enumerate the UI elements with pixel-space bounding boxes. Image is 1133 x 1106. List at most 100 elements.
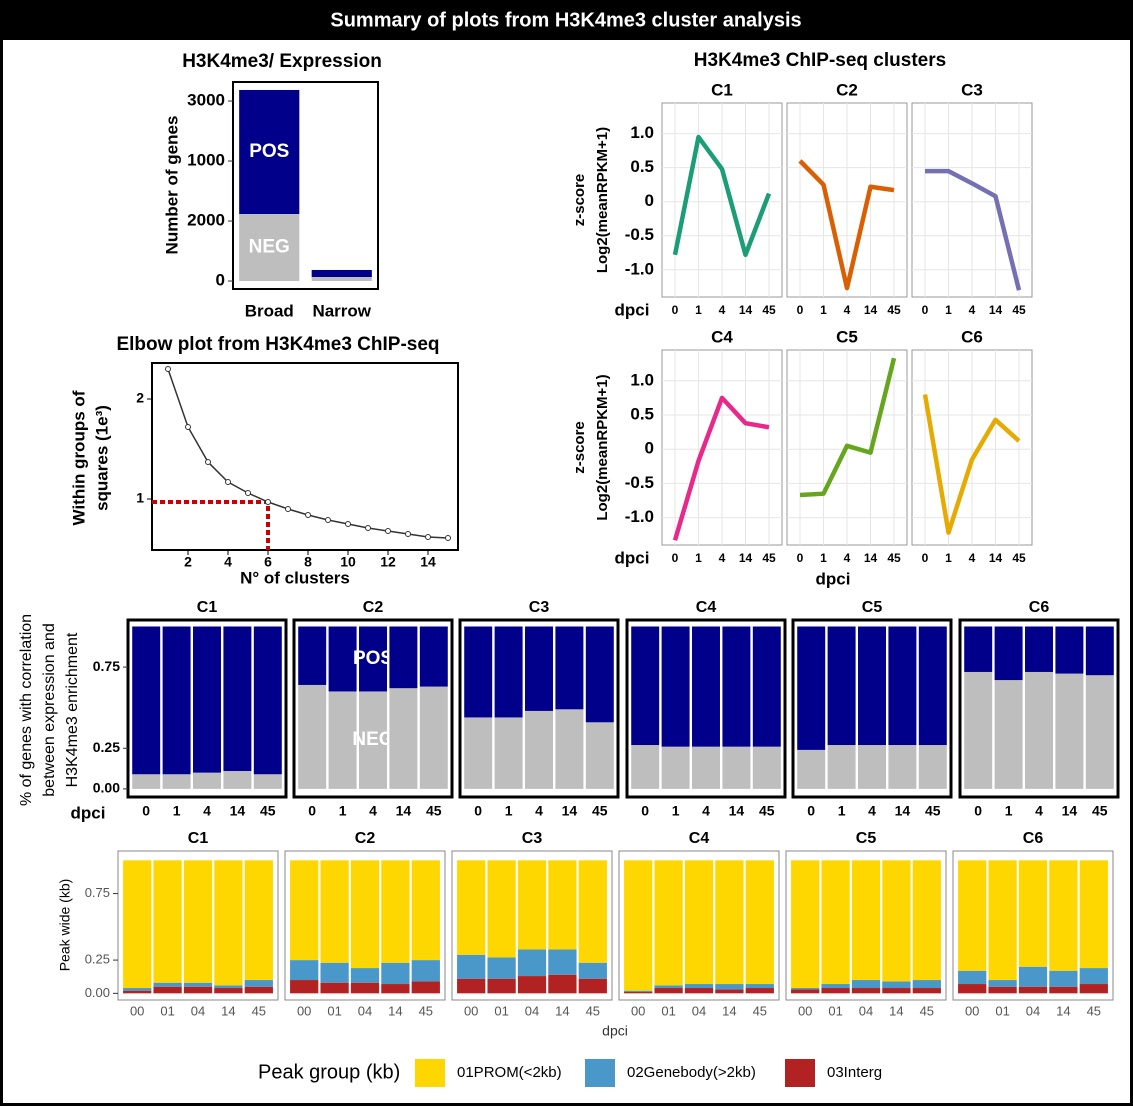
bar-segment: [1079, 968, 1108, 985]
facet-title: C2: [355, 830, 376, 847]
x-tick-label: 14: [396, 803, 412, 819]
x-tick-label: 14: [230, 803, 246, 819]
legend-key: [585, 1059, 615, 1087]
x-tick-label: 0: [797, 303, 804, 317]
bar-segment: [745, 860, 774, 985]
y-tick-label: 2: [136, 390, 144, 406]
bar-segment: [821, 988, 850, 994]
bar-segment: [858, 745, 886, 789]
bar-segment: [350, 860, 380, 969]
panel-border: [292, 618, 454, 799]
x-tick-label: 12: [380, 554, 396, 570]
bar-segment: [193, 626, 221, 773]
bar-segment: [912, 988, 941, 994]
bar-segment: [791, 988, 820, 990]
x-tick-label: 4: [203, 803, 211, 819]
legend-key: [785, 1059, 815, 1087]
x-tick-label: 04: [692, 1003, 706, 1018]
y-tick-label: 0.00: [85, 985, 110, 1000]
x-tick-label: 14: [989, 303, 1003, 317]
bar-segment: [555, 709, 584, 789]
x-axis-label: dpci: [602, 1023, 628, 1039]
bar-segment: [359, 626, 387, 692]
y-tick-label: 1.0: [630, 123, 654, 142]
bar-segment: [320, 860, 349, 963]
x-tick-label: 4: [844, 551, 851, 565]
x-tick-label: 00: [297, 1003, 311, 1018]
facet-title: C5: [836, 327, 858, 346]
bar-segment: [585, 626, 614, 723]
x-tick-label: 14: [420, 554, 436, 570]
bar-segment: [692, 626, 720, 747]
point: [225, 479, 231, 485]
bar-segment: [183, 860, 213, 983]
x-tick-label: 14: [729, 803, 745, 819]
bar-segment: [123, 990, 152, 994]
chart-title: Elbow plot from H3K4me3 ChIP-seq: [116, 334, 439, 355]
facet-title: C5: [862, 599, 883, 616]
bar-segment: [797, 749, 826, 789]
y-tick-label: 0: [216, 271, 225, 290]
x-tick-label: 1: [945, 551, 952, 565]
bar-segment: [381, 860, 410, 963]
y-axis-label: z-score: [571, 421, 588, 474]
x-tick-label: 01: [828, 1003, 842, 1018]
line: [672, 134, 772, 258]
bar-segment: [419, 686, 448, 789]
chart-title: H3K4me3 ChIP-seq clusters: [694, 50, 946, 71]
point: [365, 525, 371, 531]
x-tick-label: 4: [719, 551, 726, 565]
bar-segment: [661, 626, 690, 747]
panel-border: [618, 850, 780, 1001]
bar-segment: [244, 980, 273, 987]
bar-segment: [381, 984, 410, 994]
x-tick-label: 4: [535, 803, 543, 819]
x-tick-label: 45: [762, 551, 776, 565]
x-tick-label: Broad: [245, 301, 294, 320]
y-tick-label: 2000: [187, 211, 225, 230]
bar-segment: [1025, 626, 1053, 672]
x-tick-label: 14: [221, 1003, 235, 1018]
x-tick-label: 1: [820, 551, 827, 565]
panel-border: [791, 618, 953, 799]
x-tick-label: 04: [358, 1003, 372, 1018]
bar-segment: [350, 982, 380, 994]
panel-border: [451, 850, 613, 1001]
facet-title: C6: [1029, 599, 1050, 616]
facet-title: C2: [836, 80, 858, 99]
x-tick-label: 0: [797, 551, 804, 565]
bar-segment: [1025, 671, 1053, 789]
x-tick-label: 1: [838, 803, 846, 819]
bar-segment: [1079, 984, 1108, 994]
bar-segment: [494, 717, 523, 789]
point: [325, 517, 331, 523]
header-bar: [0, 0, 1133, 40]
facet-title: C3: [961, 80, 983, 99]
x-tick-label: 14: [555, 1003, 569, 1018]
x-tick-label: 01: [661, 1003, 675, 1018]
facet-title: C1: [711, 80, 733, 99]
bar-segment: [797, 626, 826, 750]
x-tick-label: 8: [304, 554, 312, 570]
x-tick-label: 0: [142, 803, 150, 819]
x-tick-label: 4: [868, 803, 876, 819]
bar-segment: [153, 986, 182, 994]
bar-segment: [624, 860, 653, 991]
bar-segment: [684, 988, 714, 994]
bar-segment: [389, 626, 418, 689]
segment-label: POS: [249, 141, 289, 162]
x-tick-label: 4: [224, 554, 232, 570]
x-tick-label: 1: [695, 551, 702, 565]
bar-segment: [624, 992, 653, 994]
bar-segment: [684, 984, 714, 989]
y-tick-label: 0.00: [93, 780, 120, 796]
x-tick-label: 2: [184, 554, 192, 570]
y-axis-label: Log2(meanRPKM+1): [594, 374, 611, 520]
bar-segment: [132, 626, 161, 775]
x-tick-label: 1: [672, 803, 680, 819]
x-tick-label: 45: [1092, 803, 1108, 819]
bar-segment: [851, 980, 881, 989]
bar-segment: [548, 949, 577, 975]
